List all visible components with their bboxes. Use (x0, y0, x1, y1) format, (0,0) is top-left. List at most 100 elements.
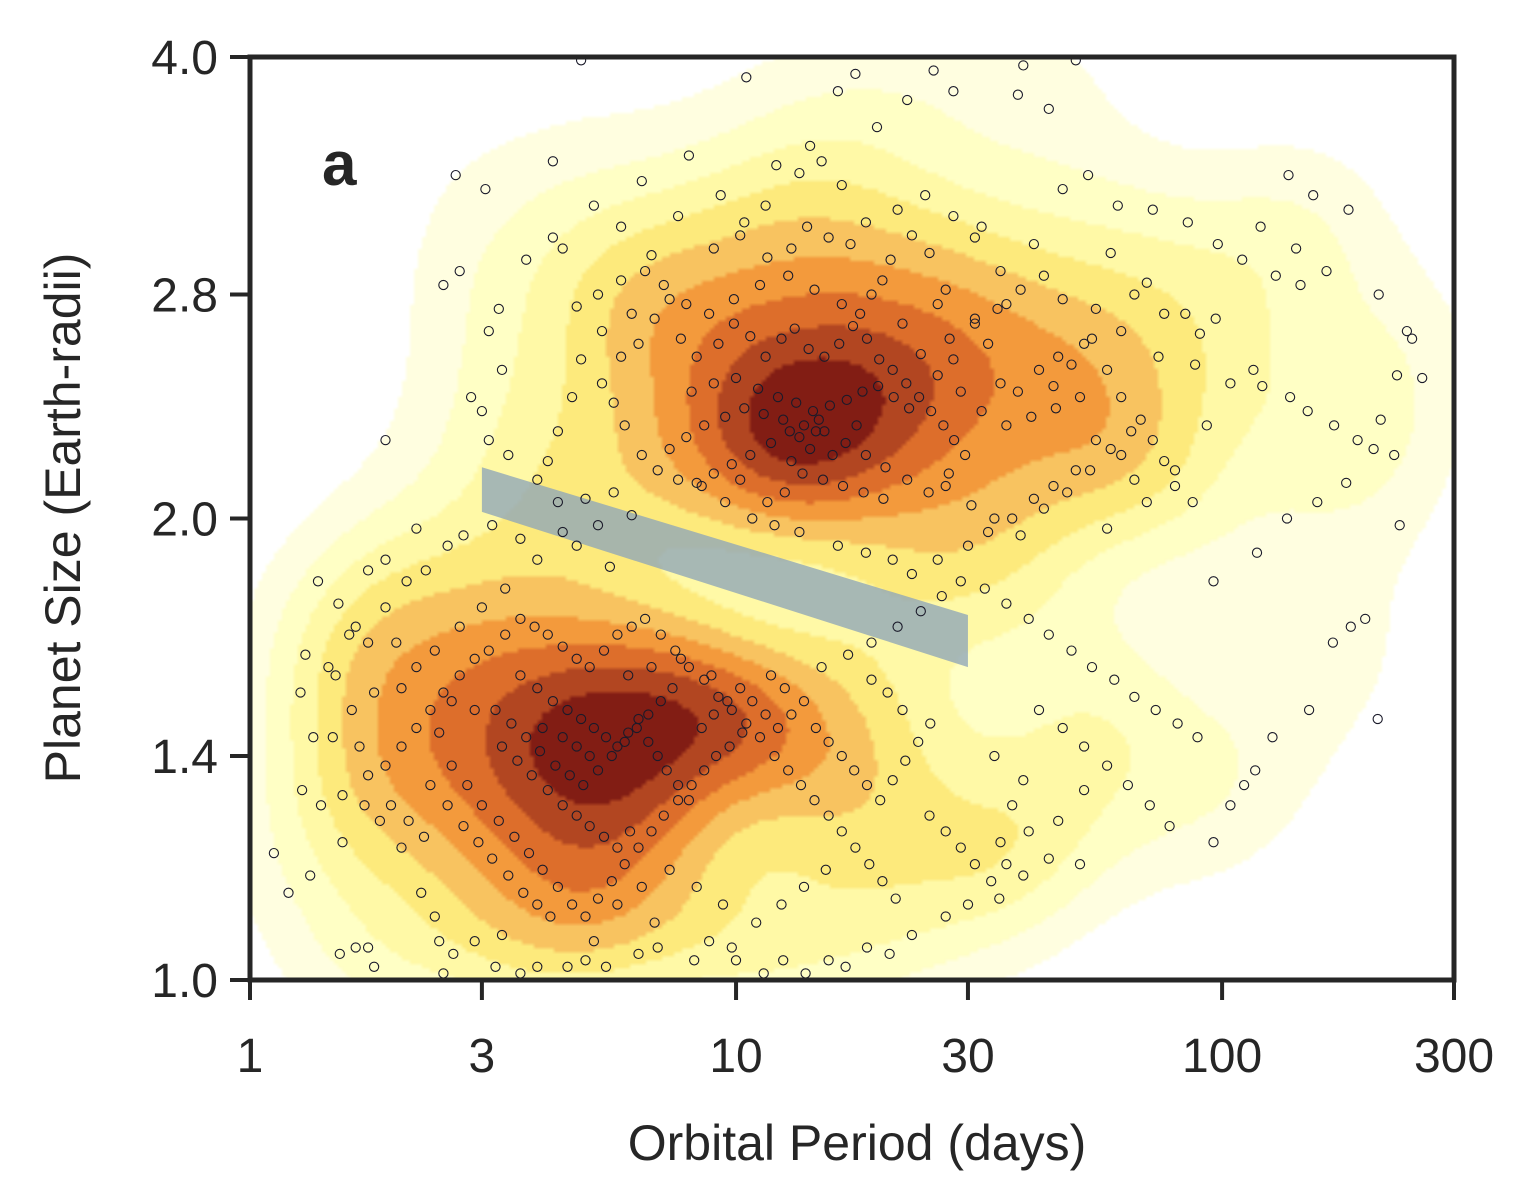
data-point (995, 378, 1006, 389)
data-point (537, 722, 548, 734)
data-point (969, 313, 981, 324)
data-point (1028, 238, 1040, 250)
data-point (681, 298, 692, 310)
data-point (884, 948, 895, 960)
data-point (726, 704, 737, 716)
data-point (624, 826, 636, 837)
x-axis-title: Orbital Period (days) (628, 1115, 1087, 1171)
data-point (446, 696, 457, 707)
x-tick-label: 30 (941, 1030, 994, 1083)
data-point (840, 437, 851, 449)
data-point (1295, 279, 1306, 291)
data-point (308, 732, 319, 743)
data-point (969, 232, 981, 243)
data-point (1074, 391, 1086, 403)
data-point (295, 687, 306, 698)
data-point (655, 629, 666, 640)
data-point (1373, 289, 1384, 300)
data-point (966, 500, 977, 511)
data-point (612, 842, 623, 853)
data-point (1250, 765, 1261, 776)
data-point (1066, 359, 1077, 370)
data-point (515, 670, 526, 681)
data-point (503, 870, 514, 881)
data-point (542, 784, 553, 796)
data-point (976, 221, 987, 232)
data-point (834, 338, 845, 349)
data-point (1057, 722, 1068, 734)
data-point (600, 961, 612, 972)
data-point (483, 325, 494, 337)
data-point (989, 750, 1000, 762)
data-point (823, 232, 834, 243)
data-point (1360, 613, 1371, 625)
data-point (506, 718, 517, 729)
data-point (1321, 265, 1332, 277)
data-point (425, 779, 436, 791)
data-point (552, 426, 564, 437)
data-point (1189, 359, 1201, 370)
data-point (892, 204, 903, 215)
data-point (797, 468, 808, 479)
data-point (1150, 704, 1161, 716)
x-tick-label: 10 (709, 1030, 762, 1083)
data-point (1105, 247, 1116, 259)
data-point (598, 645, 610, 656)
data-point (888, 391, 899, 403)
data-point (612, 741, 623, 752)
data-point (778, 955, 789, 966)
data-point (857, 386, 868, 397)
data-point (1255, 221, 1266, 232)
data-point (1033, 364, 1045, 376)
data-point (920, 190, 931, 201)
data-point (592, 765, 604, 776)
data-point (1401, 325, 1413, 337)
data-point (1070, 57, 1081, 66)
data-point (584, 820, 595, 832)
data-point (675, 333, 687, 344)
data-point (564, 770, 575, 781)
data-point (689, 955, 700, 966)
data-point (794, 167, 805, 179)
data-point (670, 645, 681, 656)
data-point (735, 230, 746, 241)
data-point (771, 160, 782, 171)
data-point (837, 480, 849, 492)
data-point (897, 704, 908, 716)
data-point (754, 279, 766, 291)
data-point (794, 526, 805, 538)
data-point (434, 936, 445, 947)
data-point (411, 661, 422, 673)
data-point (696, 722, 707, 734)
data-point (1129, 289, 1140, 300)
data-point (1225, 800, 1236, 811)
data-point (503, 449, 514, 461)
data-point (557, 243, 568, 254)
data-point (333, 598, 344, 609)
data-point (521, 732, 532, 743)
data-point (584, 750, 595, 762)
data-point (776, 333, 787, 344)
data-point (562, 704, 573, 716)
data-point (667, 683, 678, 694)
data-point (362, 770, 374, 781)
data-point (469, 936, 480, 947)
data-point (885, 254, 896, 265)
data-point (962, 540, 974, 551)
data-point (938, 420, 949, 431)
data-point (683, 150, 695, 161)
data-point (1043, 629, 1054, 640)
data-point (448, 948, 459, 960)
data-point (943, 468, 954, 479)
data-point (550, 760, 561, 771)
data-point (897, 318, 908, 329)
data-point (982, 526, 994, 538)
data-point (646, 661, 657, 673)
data-point (1303, 704, 1315, 716)
data-point (807, 405, 819, 417)
data-point (557, 732, 568, 743)
data-point (932, 370, 943, 381)
data-point (411, 722, 422, 734)
data-point (989, 513, 1000, 524)
